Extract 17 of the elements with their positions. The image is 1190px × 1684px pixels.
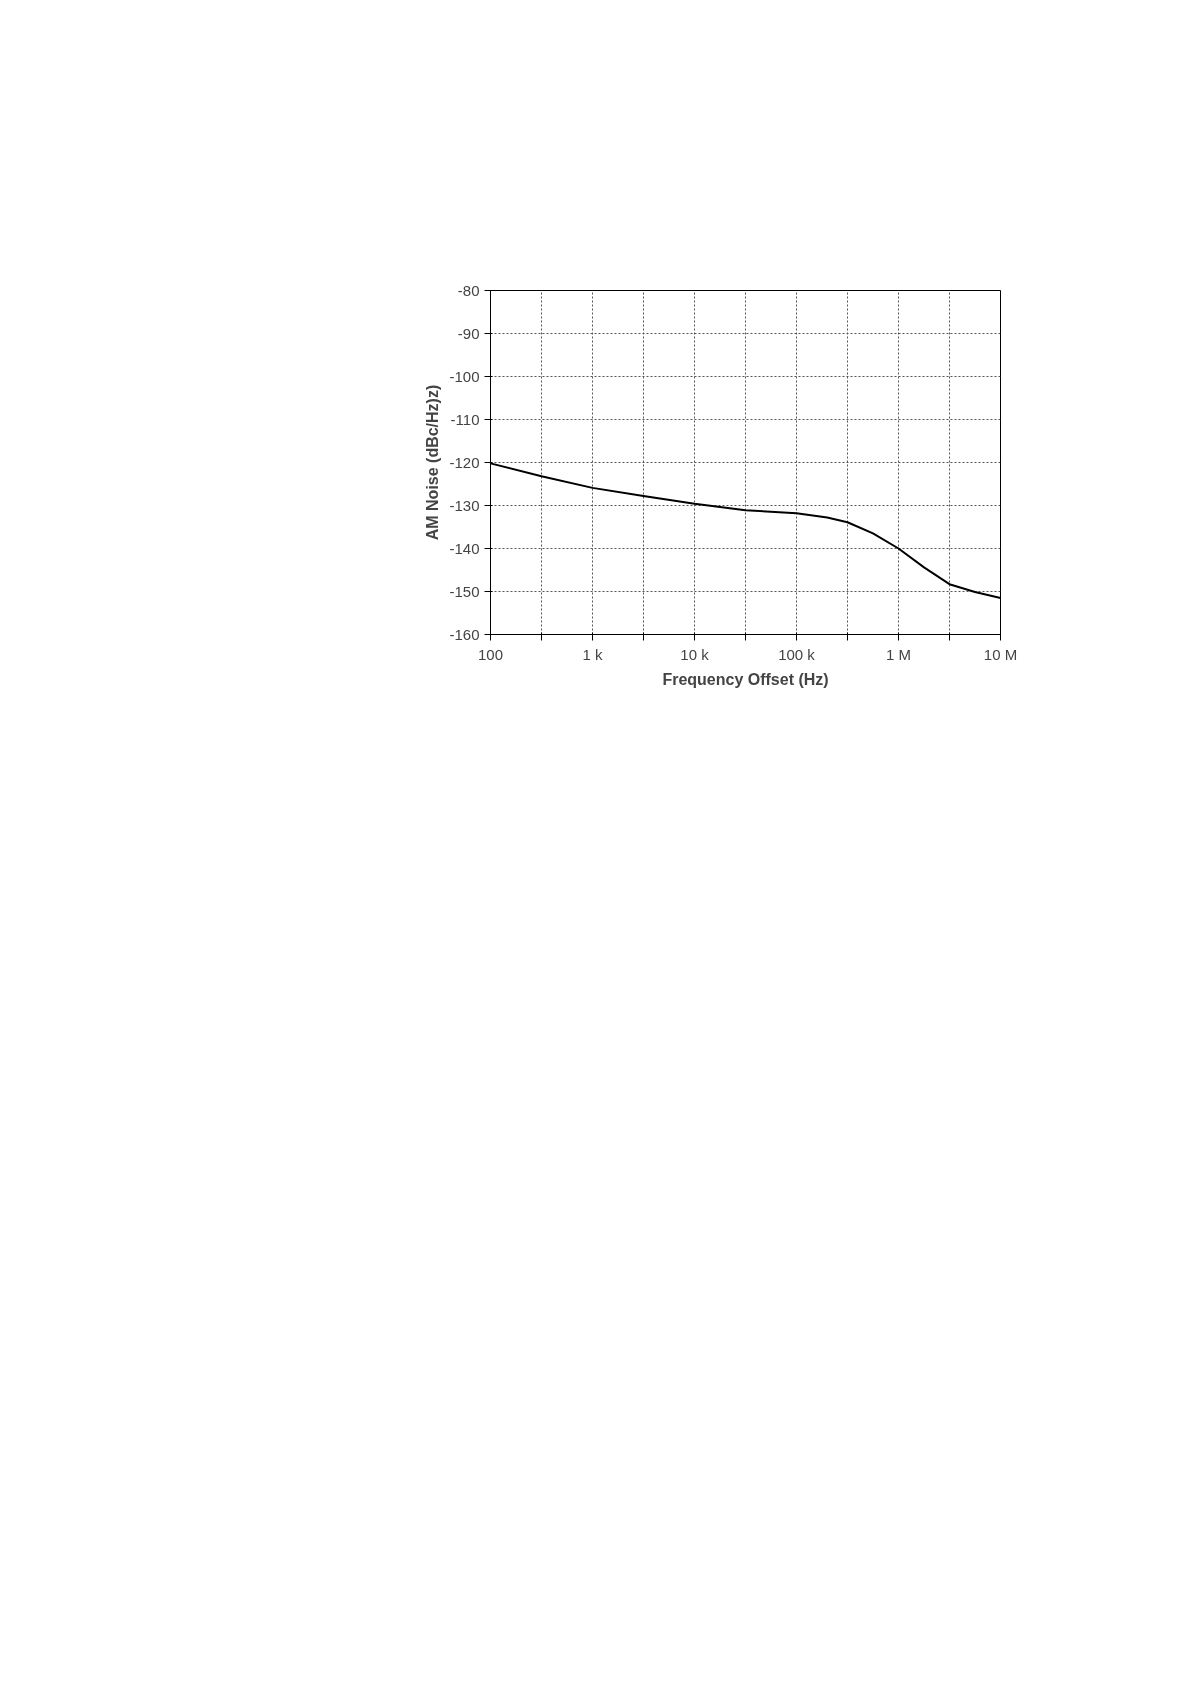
y-tick-label: -110 <box>450 410 480 428</box>
x-tick-label: 10 k <box>680 645 710 663</box>
x-tick-label: 1 k <box>582 645 603 663</box>
y-tick-label: -160 <box>449 625 480 643</box>
y-tick-label: -130 <box>449 496 480 514</box>
x-axis-title: Frequency Offset (Hz) <box>662 670 829 688</box>
y-tick-label: -140 <box>449 539 480 557</box>
y-tick-label: -100 <box>449 367 480 385</box>
x-tick-label: 10 M <box>983 645 1018 663</box>
x-tick-label: 100 <box>477 645 504 663</box>
x-tick-label: 1 M <box>886 645 912 663</box>
y-tick-label: -80 <box>457 281 480 299</box>
y-tick-label: -150 <box>449 582 480 600</box>
y-tick-label: -90 <box>457 324 480 342</box>
y-tick-label: -120 <box>449 453 480 471</box>
x-tick-label: 100 k <box>778 645 816 663</box>
y-axis-title: AM Noise (dBc/Hz)z) <box>424 384 442 541</box>
